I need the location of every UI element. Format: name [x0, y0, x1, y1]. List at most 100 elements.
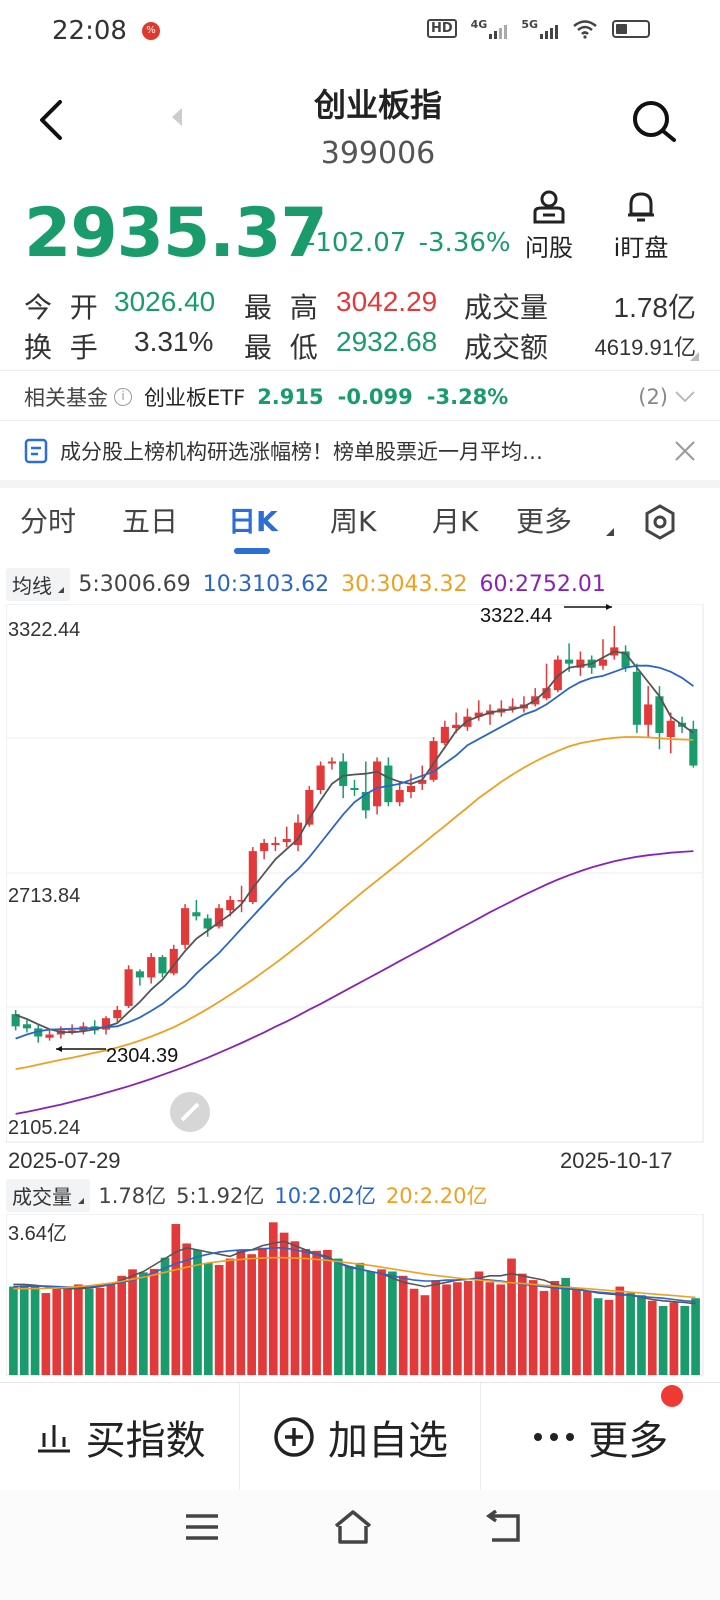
candle — [11, 1014, 20, 1027]
volume-bar — [550, 1280, 560, 1375]
volume-bar — [344, 1266, 354, 1375]
status-time: 22:08 — [52, 16, 127, 46]
volume-bar — [561, 1277, 570, 1375]
candle — [282, 838, 291, 843]
period-tabs: 分时 五日 日K 周K 月K 更多 — [0, 500, 720, 550]
back-icon[interactable] — [36, 98, 66, 142]
related-fund-row[interactable]: 相关基金 i 创业板ETF 2.915 -0.099 -3.28% (2) — [24, 382, 696, 412]
back-nav-icon[interactable] — [484, 1510, 524, 1544]
volume-ma-line-20 — [13, 1256, 696, 1299]
volume-bar — [453, 1282, 462, 1375]
prev-stock-icon[interactable] — [172, 108, 182, 126]
chart-bars-icon — [37, 1424, 70, 1452]
volume-bar — [388, 1271, 397, 1375]
settings-icon[interactable] — [642, 504, 678, 540]
candle — [271, 842, 280, 846]
low-label: 最 低 — [244, 331, 318, 364]
price-change: -102.07 -3.36% — [306, 228, 511, 258]
expand-corner-icon[interactable] — [690, 352, 699, 361]
candle — [22, 1024, 32, 1029]
volume-bar — [247, 1254, 256, 1375]
ma-line-5 — [15, 650, 694, 1034]
tab-more[interactable]: 更多 — [516, 505, 573, 538]
tab-daily-k[interactable]: 日K — [228, 505, 278, 538]
candle — [203, 918, 212, 929]
volume-bar — [366, 1271, 376, 1375]
volume-bar — [84, 1288, 94, 1375]
tab-intraday[interactable]: 分时 — [20, 505, 77, 538]
volume-bar — [323, 1249, 332, 1375]
change-value: -102.07 — [306, 228, 407, 258]
ma-chip-label: 均线 — [12, 573, 52, 598]
volume-bar — [647, 1300, 657, 1375]
volume-bar — [95, 1287, 105, 1375]
candle — [689, 728, 698, 766]
amount-value: 4619.91亿 — [594, 335, 696, 360]
volume-bar — [572, 1288, 581, 1375]
candle — [508, 706, 517, 709]
volume-bar — [312, 1250, 321, 1375]
status-bar: 22:08 % HD 4G 5G — [0, 0, 720, 64]
volume-bar — [74, 1284, 83, 1375]
volume-bar — [63, 1286, 72, 1375]
ma-selector[interactable]: 均线 — [6, 567, 71, 601]
buy-index-button[interactable]: 买指数 — [0, 1383, 241, 1490]
volume-chip-label: 成交量 — [12, 1184, 72, 1209]
high-label: 最 高 — [244, 291, 318, 324]
add-watchlist-label: 加自选 — [327, 1417, 448, 1464]
info-icon[interactable]: i — [114, 388, 132, 406]
candle — [655, 696, 664, 733]
add-watchlist-button[interactable]: 加自选 — [240, 1383, 481, 1490]
home-icon[interactable] — [332, 1508, 374, 1546]
tab-monthly-k[interactable]: 月K — [432, 505, 479, 538]
volume-bar — [431, 1280, 441, 1375]
ask-stock-button[interactable]: 问股 — [514, 188, 584, 263]
volume-bar — [615, 1286, 625, 1375]
volume-bar — [496, 1284, 506, 1375]
volume-selector[interactable]: 成交量 — [6, 1178, 91, 1212]
low-value: 2932.68 — [336, 326, 438, 357]
x-start-label: 2025-07-29 — [8, 1148, 121, 1173]
volume-bar — [528, 1280, 538, 1375]
search-icon[interactable] — [630, 98, 678, 146]
watch-button[interactable]: i盯盘 — [606, 188, 676, 263]
more-button[interactable]: 更多 — [481, 1383, 720, 1490]
volume-bar — [691, 1298, 700, 1375]
tab-five-day[interactable]: 五日 — [122, 505, 179, 538]
candle — [316, 765, 325, 790]
menu-icon[interactable] — [184, 1512, 220, 1542]
candlestick-chart[interactable]: 3322.44 2713.84 2105.24 3322.44 2304.39 … — [6, 604, 704, 1178]
news-banner[interactable]: 成分股上榜机构研选涨幅榜！榜单股票近一月平均… — [24, 436, 696, 466]
y-min-label: 2105.24 — [8, 1117, 80, 1139]
volume-bar — [398, 1275, 408, 1375]
volume-bar — [30, 1286, 40, 1375]
volume-bar — [355, 1262, 365, 1375]
volume-chart[interactable]: 3.64亿 — [6, 1214, 704, 1376]
tab-weekly-k[interactable]: 周K — [330, 505, 377, 538]
volume-bar — [593, 1298, 603, 1375]
vol-ma5: 5:1.92亿 — [176, 1184, 265, 1208]
candle — [598, 659, 608, 666]
candle — [135, 971, 144, 978]
volume-bar — [128, 1269, 137, 1375]
volume-label: 成交量 — [464, 291, 549, 324]
fund-price: 2.915 — [257, 385, 324, 409]
candle — [169, 948, 178, 974]
candle — [214, 908, 224, 927]
candle — [293, 822, 303, 846]
volume-bar — [669, 1302, 679, 1375]
hd-icon: HD — [426, 19, 457, 38]
candle — [339, 761, 348, 786]
candle — [406, 785, 416, 793]
volume-bar — [442, 1284, 451, 1375]
volume-bar — [409, 1288, 419, 1375]
volume-bar — [582, 1290, 592, 1375]
volume-bar — [290, 1241, 300, 1375]
candle — [101, 1018, 111, 1030]
candle — [565, 659, 574, 664]
close-icon[interactable] — [674, 440, 696, 462]
volume-bar — [225, 1258, 235, 1375]
net1-label: 4G — [470, 18, 488, 31]
ma-legend: 均线 5:3006.69 10:3103.62 30:3043.32 60:27… — [6, 567, 720, 601]
chevron-down-icon[interactable] — [674, 390, 696, 404]
